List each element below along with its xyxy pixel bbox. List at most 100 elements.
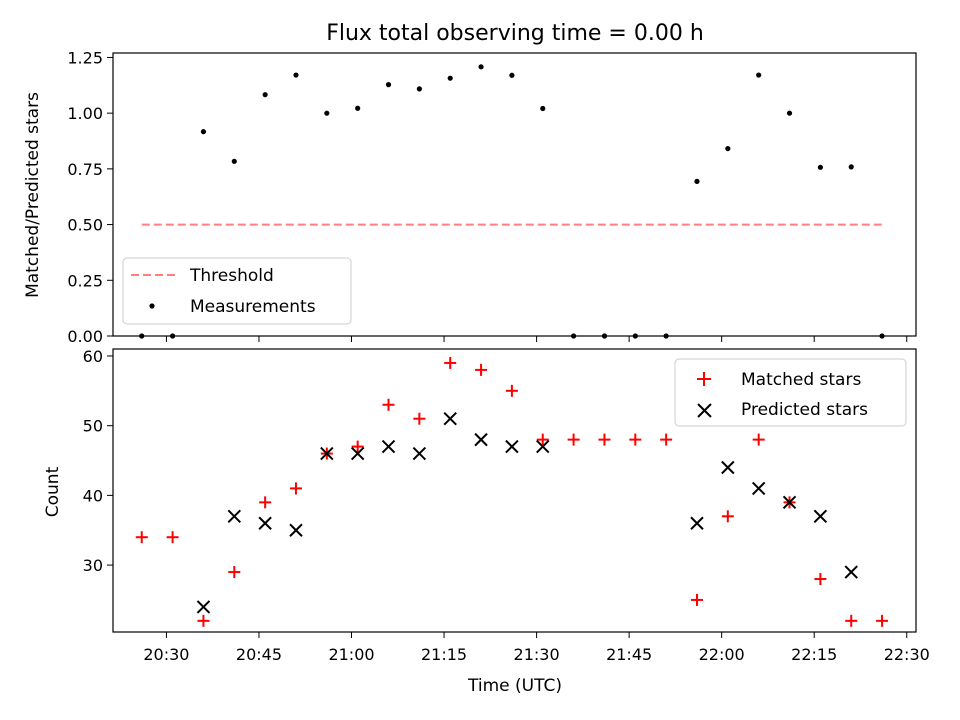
measurements-series <box>139 64 885 339</box>
predicted-star-point <box>196 600 211 614</box>
bottom-y-tick-label: 40 <box>83 486 103 505</box>
measurement-point <box>447 75 453 81</box>
bottom-x-tick-label: 20:30 <box>143 645 189 664</box>
matched-star-point <box>382 398 395 411</box>
legend-predicted-label: Predicted stars <box>741 400 868 420</box>
matched-star-point <box>690 593 703 606</box>
matched-star-point <box>197 614 210 627</box>
top-x-ticks <box>165 336 908 342</box>
bottom-x-tick-label: 21:15 <box>421 645 467 664</box>
predicted-star-point <box>381 439 396 454</box>
predicted-star-point <box>474 432 488 447</box>
legend-threshold-label: Threshold <box>189 266 274 286</box>
predicted-star-point <box>751 481 766 496</box>
matched-star-point <box>536 433 549 446</box>
measurement-point <box>478 64 484 70</box>
measurement-point <box>786 110 793 116</box>
matched-star-point <box>289 482 302 495</box>
measurement-point <box>756 72 762 78</box>
predicted-star-point <box>536 439 550 454</box>
matched-star-point <box>598 433 611 446</box>
measurement-point <box>540 105 546 112</box>
measurement-point <box>817 164 823 170</box>
bottom-y-tick-label: 50 <box>83 417 103 436</box>
predicted-stars-series <box>196 411 858 614</box>
top-y-tick-label: 0.75 <box>67 160 103 179</box>
matched-star-point <box>228 566 241 579</box>
bottom-legend-box <box>674 358 907 427</box>
bottom-x-tick-label: 21:45 <box>606 645 652 664</box>
measurement-point <box>231 158 237 164</box>
predicted-star-point <box>782 495 797 510</box>
predicted-star-point <box>813 509 828 523</box>
bottom-x-tick-label: 22:30 <box>884 645 930 664</box>
predicted-star-point <box>350 446 365 461</box>
matched-star-point <box>629 433 642 446</box>
legend-measurements-label: Measurements <box>190 297 316 317</box>
predicted-star-point <box>443 411 457 426</box>
measurement-point <box>324 110 330 116</box>
bottom-x-tick-label: 22:15 <box>791 645 837 664</box>
x-axis-label: Time (UTC) <box>467 676 562 696</box>
predicted-star-point <box>320 446 334 461</box>
matched-star-point <box>752 433 765 446</box>
legend-predicted-swatch <box>697 403 712 418</box>
measurement-point <box>262 92 268 98</box>
predicted-star-point <box>505 439 519 454</box>
predicted-star-point <box>844 565 858 579</box>
matched-star-point <box>351 440 364 453</box>
measurement-point <box>509 72 515 78</box>
bottom-x-tick-label: 20:45 <box>236 645 282 664</box>
bottom-legend: Matched stars Predicted stars <box>674 358 907 427</box>
measurement-point <box>200 129 207 135</box>
matched-star-point <box>505 384 518 397</box>
matched-star-point <box>814 573 827 586</box>
top-y-tick-label: 1.00 <box>67 104 103 123</box>
bottom-x-tick-label: 21:30 <box>514 645 560 664</box>
top-y-tick-label: 0.00 <box>67 327 103 346</box>
measurement-point <box>694 178 700 184</box>
top-y-tick-label: 1.25 <box>67 48 103 67</box>
matched-star-point <box>660 433 673 446</box>
legend-matched-label: Matched stars <box>741 370 861 390</box>
matched-star-point <box>259 496 272 509</box>
predicted-star-point <box>412 446 427 461</box>
predicted-star-point <box>227 509 241 523</box>
matched-stars-series <box>135 356 889 627</box>
measurement-point <box>725 145 731 152</box>
predicted-star-point <box>289 523 303 537</box>
bottom-y-ticks: 30 40 50 60 <box>83 347 113 575</box>
top-plot-frame <box>112 52 917 337</box>
matched-star-point <box>567 433 580 446</box>
bottom-plot-frame <box>112 348 917 633</box>
top-y-tick-label: 0.50 <box>67 216 103 235</box>
matched-star-point <box>475 363 488 376</box>
top-y-ticks: 0.00 0.25 0.50 0.75 1.00 1.25 <box>67 48 113 346</box>
bottom-x-tick-label: 21:00 <box>328 645 374 664</box>
predicted-star-point <box>721 460 735 475</box>
matched-star-point <box>444 356 457 369</box>
matched-star-point <box>166 531 179 544</box>
measurement-point <box>385 82 392 88</box>
matched-star-point <box>721 510 734 523</box>
bottom-y-axis-label: Count <box>43 466 63 517</box>
top-y-tick-label: 0.25 <box>67 271 103 290</box>
legend-measurements-swatch <box>149 303 155 309</box>
chart-title: Flux total observing time = 0.00 h <box>326 21 704 46</box>
measurement-point <box>293 72 299 78</box>
bottom-y-tick-label: 30 <box>83 556 103 575</box>
matched-star-point <box>876 614 889 627</box>
top-legend-box <box>122 257 352 325</box>
bottom-x-ticks: 20:30 20:45 21:00 21:15 21:30 21:45 22:00 22:15… <box>143 632 930 664</box>
top-legend: Threshold Measurements <box>122 257 352 325</box>
top-y-axis-label: Matched/Predicted stars <box>23 92 43 298</box>
measurement-point <box>355 105 361 111</box>
measurement-point <box>848 164 854 170</box>
matched-star-point <box>413 412 426 425</box>
predicted-star-point <box>690 516 704 530</box>
matched-star-point <box>135 531 148 544</box>
legend-matched-swatch <box>697 372 711 386</box>
bottom-x-tick-label: 22:00 <box>699 645 745 664</box>
predicted-star-point <box>258 516 272 530</box>
